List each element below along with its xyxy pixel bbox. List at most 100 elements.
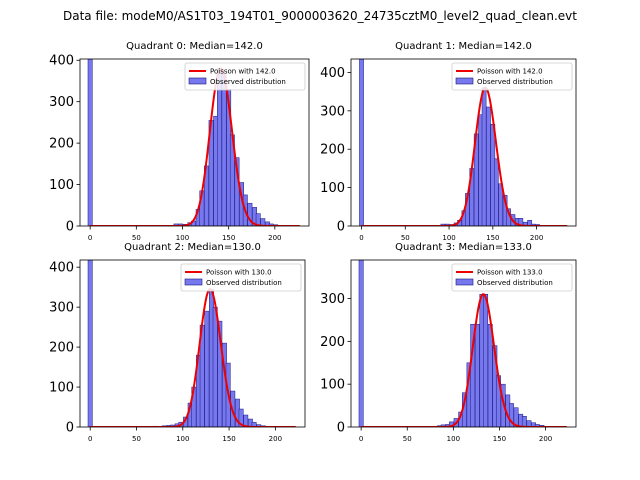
y-tick-label: 200	[49, 137, 74, 152]
poisson-curve	[361, 293, 567, 427]
quadrant-title: Quadrant 0: Median=142.0	[126, 41, 263, 52]
histogram-bar	[487, 323, 493, 427]
histogram-bar	[217, 320, 223, 427]
legend-observed-label: Observed distribution	[477, 279, 553, 287]
histogram-bar	[358, 260, 364, 427]
y-tick-label: 400	[49, 54, 74, 69]
histogram-bar	[212, 306, 218, 427]
axes-frame	[350, 259, 577, 428]
x-tick-label: 100	[442, 234, 455, 242]
quadrant-title: Quadrant 3: Median=133.0	[395, 242, 532, 253]
histogram-bar	[87, 59, 93, 226]
legend: Poisson with 142.0 Observed distribution	[451, 62, 573, 91]
histogram-bar	[481, 87, 487, 226]
legend-box	[184, 62, 306, 91]
quadrant-title: Quadrant 1: Median=142.0	[395, 41, 532, 52]
y-tick-label: 300	[320, 292, 345, 307]
axes-frame	[79, 259, 306, 428]
histogram-bar	[526, 420, 532, 427]
x-tick-label: 50	[403, 435, 412, 443]
figure-suptitle: Data file: modeM0/AS1T03_194T01_90000036…	[63, 9, 577, 23]
y-tick-label: 100	[320, 181, 345, 196]
x-tick-label: 100	[447, 435, 460, 443]
legend-box	[451, 62, 573, 91]
x-tick-label: 200	[268, 234, 281, 242]
quadrant-1-panel: 0 50 100 150 200 0 100 200 300 400 Quadrant 1: Med…	[320, 41, 577, 242]
y-tick-label: 200	[49, 341, 74, 356]
poisson-curve	[361, 86, 568, 226]
histogram-bar	[483, 294, 489, 427]
x-tick-label: 0	[359, 234, 363, 242]
legend: Poisson with 130.0 Observed distribution	[180, 263, 302, 292]
x-tick-label: 50	[132, 234, 141, 242]
x-tick-label: 200	[530, 234, 543, 242]
legend-observed-swatch	[188, 77, 207, 85]
legend-observed-swatch	[184, 278, 203, 286]
x-tick-label: 200	[269, 435, 282, 443]
histogram-bar	[470, 323, 476, 427]
x-tick-label: 100	[176, 435, 189, 443]
y-tick-label: 0	[66, 220, 74, 235]
x-tick-label: 0	[88, 234, 92, 242]
y-tick-label: 0	[337, 421, 345, 436]
legend-observed-swatch	[455, 77, 474, 85]
y-tick-label: 200	[320, 143, 345, 158]
legend-box	[451, 263, 573, 292]
legend-poisson-label: Poisson with 142.0	[210, 68, 276, 76]
x-tick-label: 150	[493, 435, 506, 443]
x-tick-label: 150	[486, 234, 499, 242]
histogram-bar	[513, 407, 519, 427]
histogram-bar	[251, 421, 257, 427]
x-tick-label: 0	[88, 435, 92, 443]
histogram-bar	[521, 416, 527, 427]
legend-observed-swatch	[455, 278, 474, 286]
histogram-bar	[204, 310, 210, 427]
histogram-bar	[486, 106, 491, 226]
legend: Poisson with 142.0 Observed distribution	[184, 62, 306, 91]
legend-observed-label: Observed distribution	[206, 279, 282, 287]
y-tick-label: 100	[49, 381, 74, 396]
x-tick-label: 200	[539, 435, 552, 443]
y-tick-label: 0	[337, 220, 345, 235]
y-tick-label: 400	[49, 261, 74, 276]
legend: Poisson with 133.0 Observed distribution	[451, 263, 573, 292]
poisson-curve	[90, 67, 300, 226]
legend-poisson-label: Poisson with 130.0	[206, 269, 272, 277]
quadrant-3-panel: 0 50 100 150 200 0 100 200 300 Quadrant 3: Median…	[320, 242, 577, 443]
histogram-bar	[474, 323, 480, 427]
histogram-bar	[359, 59, 364, 226]
y-tick-label: 200	[320, 335, 345, 350]
x-tick-label: 50	[401, 234, 410, 242]
y-tick-label: 0	[66, 421, 74, 436]
x-tick-label: 100	[176, 234, 189, 242]
legend-box	[180, 263, 302, 292]
y-tick-label: 400	[320, 66, 345, 81]
y-tick-label: 300	[49, 301, 74, 316]
x-tick-label: 150	[222, 435, 235, 443]
axes-frame	[350, 58, 577, 227]
x-tick-label: 150	[222, 234, 235, 242]
histogram-bar	[256, 424, 262, 427]
axes-frame	[79, 58, 310, 227]
histogram-bar	[221, 74, 227, 226]
quadrant-0-panel: 0 50 100 150 200 0 100 200 300 400 Quadrant 0: Med…	[49, 41, 310, 242]
y-tick-label: 300	[320, 104, 345, 119]
poisson-curve	[90, 288, 296, 427]
x-tick-label: 50	[132, 435, 141, 443]
histogram-bar	[217, 68, 222, 226]
legend-observed-label: Observed distribution	[477, 78, 553, 86]
histogram-bar	[87, 260, 93, 427]
histogram-bar	[509, 403, 514, 427]
x-tick-label: 0	[359, 435, 363, 443]
y-tick-label: 300	[49, 95, 74, 110]
histogram-bar	[494, 158, 499, 226]
legend-observed-label: Observed distribution	[210, 78, 286, 86]
quadrant-2-panel: 0 50 100 150 200 0 100 200 300 400 Quadrant 2: Med…	[49, 242, 306, 443]
legend-poisson-label: Poisson with 133.0	[477, 269, 543, 277]
histogram-bar	[238, 408, 244, 427]
y-tick-label: 100	[49, 178, 74, 193]
legend-poisson-label: Poisson with 142.0	[477, 68, 543, 76]
y-tick-label: 100	[320, 378, 345, 393]
quadrant-title: Quadrant 2: Median=130.0	[124, 242, 261, 253]
